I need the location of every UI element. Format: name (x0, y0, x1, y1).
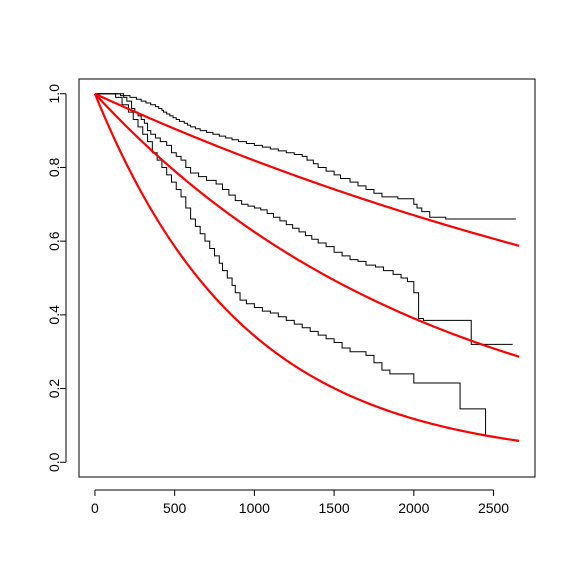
empirical-step-curves (94, 93, 516, 437)
y-tick-label: 0.6 (46, 231, 62, 251)
fitted-curve-1 (94, 92, 520, 247)
y-tick-label: 0.4 (46, 305, 62, 325)
fitted-curve-3 (93, 93, 520, 442)
x-tick-label: 1500 (319, 500, 350, 516)
x-tick-label: 0 (91, 500, 99, 516)
y-tick-label: 1.0 (46, 84, 62, 104)
y-tick-label: 0.8 (46, 158, 62, 178)
x-tick-label: 500 (163, 500, 187, 516)
plot-frame (78, 78, 536, 478)
y-axis: 0.0 0.2 0.4 0.6 0.8 1.0 (46, 84, 67, 472)
empirical-curve-3 (94, 93, 487, 437)
fitted-curve-2 (94, 92, 520, 358)
fitted-curves (93, 92, 520, 442)
empirical-curve-1 (94, 93, 516, 220)
x-axis: 0 500 1000 1500 2000 2500 (91, 489, 509, 516)
x-tick-label: 2000 (398, 500, 429, 516)
empirical-curve-2 (94, 93, 513, 345)
y-tick-label: 0.2 (46, 379, 62, 399)
y-tick-label: 0.0 (46, 452, 62, 472)
x-tick-label: 2500 (478, 500, 509, 516)
x-tick-label: 1000 (239, 500, 270, 516)
